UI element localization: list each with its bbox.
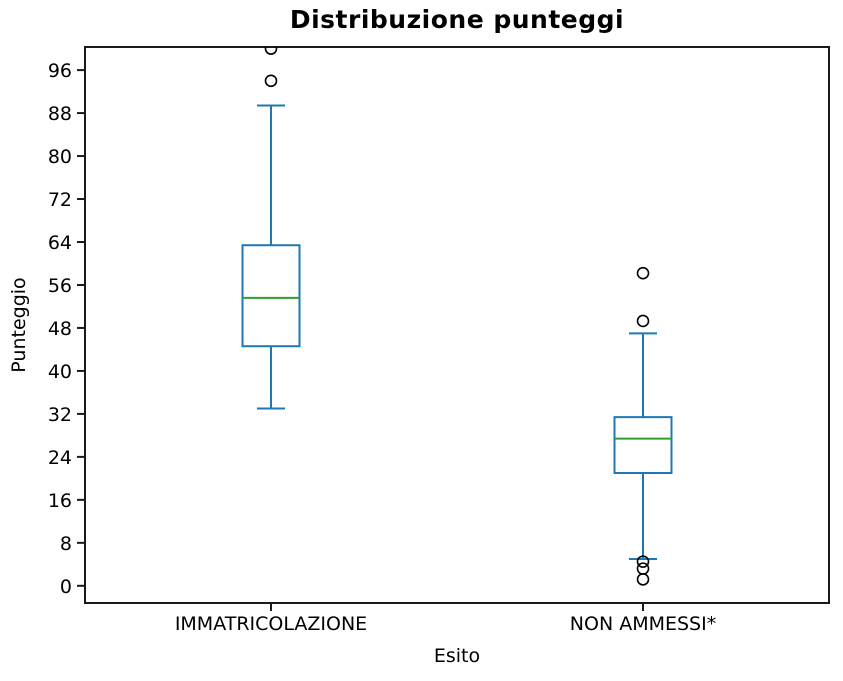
y-axis-label: Punteggio — [8, 277, 30, 373]
y-tick-label: 56 — [48, 275, 72, 297]
y-tick-label: 96 — [48, 60, 72, 82]
plot-border — [84, 46, 830, 604]
x-tick-label-non-ammessi: NON AMMESSI* — [569, 613, 717, 635]
flier-circle — [636, 573, 650, 586]
x-tick-label-immatricolazione: IMMATRICOLAZIONE — [174, 613, 368, 635]
flier-circle — [264, 74, 278, 88]
flier-circle — [636, 314, 650, 328]
flier-circle — [264, 47, 278, 55]
flier-circle — [636, 266, 650, 280]
box-rect — [241, 244, 301, 348]
y-tick-label: 0 — [60, 576, 72, 598]
chart-title: Distribuzione punteggi — [289, 5, 625, 34]
x-axis-label: Esito — [433, 645, 481, 667]
y-tick-label: 16 — [48, 490, 72, 512]
y-tick-label: 88 — [48, 103, 72, 125]
y-tick-label: 40 — [48, 361, 72, 383]
box-rect — [613, 416, 673, 474]
y-tick-label: 80 — [48, 146, 72, 168]
flier-circle — [636, 562, 650, 575]
boxplot-series — [241, 47, 673, 586]
y-tick-label: 8 — [60, 533, 72, 555]
y-tick-label: 24 — [48, 447, 72, 469]
y-tick-label: 72 — [48, 189, 72, 211]
flier-circle — [636, 555, 650, 568]
y-tick-label: 48 — [48, 318, 72, 340]
y-tick-label: 64 — [48, 232, 72, 254]
y-tick-label: 32 — [48, 404, 72, 426]
